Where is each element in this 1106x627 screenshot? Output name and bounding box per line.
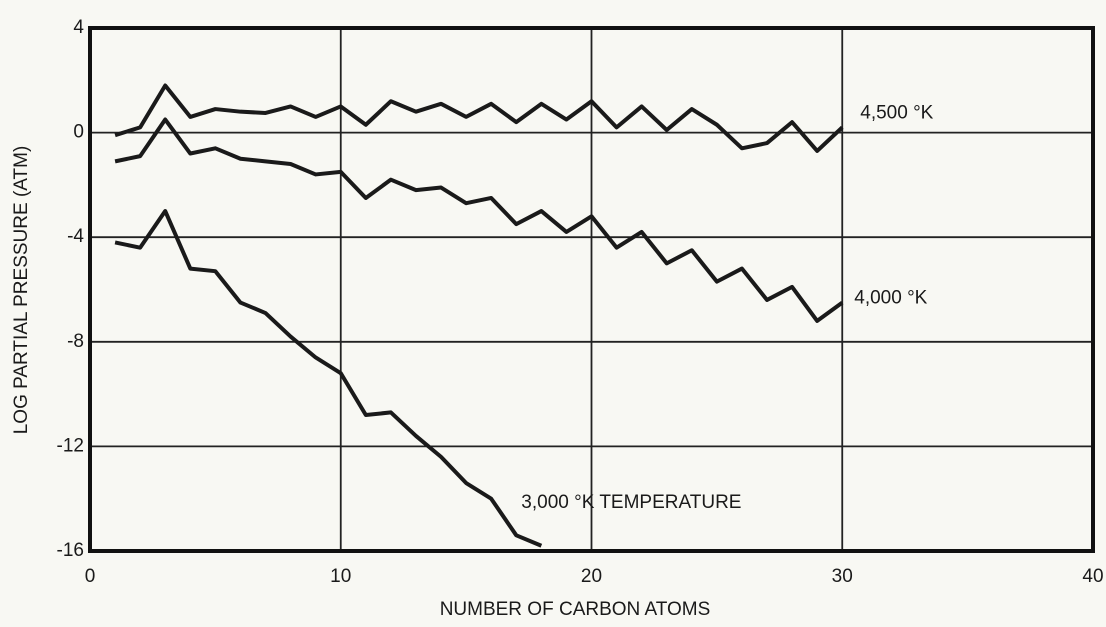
y-tick-label: -12 (57, 435, 84, 456)
data-line (114, 83, 844, 153)
series-label: 4,500 °K (860, 102, 933, 123)
x-tick-label: 20 (581, 566, 602, 587)
y-tick-label: 0 (73, 122, 84, 143)
y-tick-label: 4 (73, 17, 84, 38)
y-tick-label: -16 (57, 540, 84, 561)
x-axis-title: NUMBER OF CARBON ATOMS (440, 599, 711, 620)
x-tick-label: 30 (832, 566, 853, 587)
plot-frame (88, 26, 1095, 553)
series-label: 4,000 °K (854, 288, 927, 309)
y-tick-label: -4 (67, 226, 84, 247)
x-tick-label: 0 (85, 566, 96, 587)
series-label: 3,000 °K TEMPERATURE (521, 492, 741, 513)
y-tick-label: -8 (67, 331, 84, 352)
x-tick-label: 10 (330, 566, 351, 587)
data-line (114, 209, 543, 548)
data-line (114, 117, 844, 323)
y-axis-title: LOG PARTIAL PRESSURE (ATM) (11, 146, 32, 435)
x-tick-label: 40 (1082, 566, 1103, 587)
